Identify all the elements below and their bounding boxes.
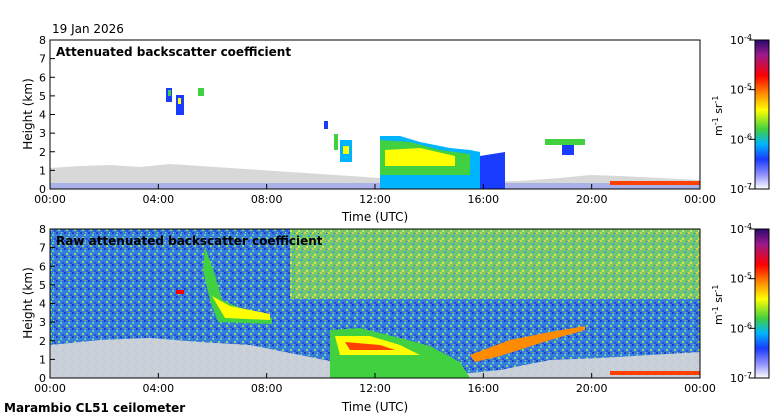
y-tick-label: 2 xyxy=(39,335,46,348)
y-tick-label: 1 xyxy=(39,353,46,366)
colorbar-tick-label: 10-6 xyxy=(730,321,752,335)
x-tick-label: 00:00 xyxy=(684,193,716,206)
y-tick-label: 6 xyxy=(39,260,46,273)
y-tick-label: 0 xyxy=(39,183,46,196)
colorbar-top: 10-4 10-5 10-6 10-7 m-1 sr-1 xyxy=(711,33,770,196)
x-axis-label: Time (UTC) xyxy=(341,210,408,224)
y-tick-label: 7 xyxy=(39,53,46,66)
upper-noise xyxy=(290,229,700,299)
y-tick-label: 6 xyxy=(39,71,46,84)
date-label: 19 Jan 2026 xyxy=(52,22,124,36)
y-axis: 0 1 2 3 4 5 6 7 8 xyxy=(39,34,55,196)
background-signal xyxy=(50,164,700,189)
colorbar-tick-label: 10-6 xyxy=(730,132,752,146)
y-tick-label: 8 xyxy=(39,223,46,236)
plot-area xyxy=(50,40,700,189)
cloud-features xyxy=(166,88,700,189)
y-tick-label: 5 xyxy=(39,90,46,103)
x-tick-label: 20:00 xyxy=(576,193,608,206)
colorbar-ticks: 10-4 10-5 10-6 10-7 xyxy=(730,222,755,385)
y-tick-label: 8 xyxy=(39,34,46,47)
x-tick-label: 04:00 xyxy=(142,193,174,206)
y-tick-label: 0 xyxy=(39,372,46,385)
y-tick-label: 4 xyxy=(39,109,46,122)
colorbar-tick-label: 10-5 xyxy=(730,272,752,286)
colorbar-tick-label: 10-4 xyxy=(730,33,752,47)
y-tick-label: 2 xyxy=(39,146,46,159)
x-tick-label: 20:00 xyxy=(576,382,608,395)
x-tick-label: 04:00 xyxy=(142,382,174,395)
colorbar-ticks: 10-4 10-5 10-6 10-7 xyxy=(730,33,755,196)
colorbar-tick-label: 10-7 xyxy=(730,182,752,196)
x-tick-label: 12:00 xyxy=(359,193,391,206)
panel-title: Raw attenuated backscatter coefficient xyxy=(56,234,323,248)
x-axis-label: Time (UTC) xyxy=(341,400,408,414)
colorbar-scale xyxy=(754,39,770,190)
colorbar-unit: m-1 sr-1 xyxy=(711,285,725,325)
x-axis: 00:00 04:00 08:00 12:00 16:00 20:00 00:00 xyxy=(34,184,716,206)
x-tick-label: 00:00 xyxy=(34,382,66,395)
y-axis-label: Height (km) xyxy=(21,267,35,338)
panel-title: Attenuated backscatter coefficient xyxy=(56,45,291,59)
y-tick-label: 1 xyxy=(39,164,46,177)
cloud-features xyxy=(176,247,700,378)
x-tick-label: 00:00 xyxy=(34,193,66,206)
y-tick-label: 3 xyxy=(39,127,46,140)
colorbar-scale xyxy=(754,228,770,379)
raw-attenuated-backscatter-panel: Raw attenuated backscatter coefficient 0… xyxy=(21,223,716,414)
colorbar-tick-label: 10-7 xyxy=(730,371,752,385)
x-tick-label: 08:00 xyxy=(251,193,283,206)
colorbar-unit: m-1 sr-1 xyxy=(711,96,725,136)
y-tick-label: 3 xyxy=(39,316,46,329)
instrument-label: Marambio CL51 ceilometer xyxy=(4,401,185,415)
x-tick-label: 00:00 xyxy=(684,382,716,395)
x-tick-label: 08:00 xyxy=(251,382,283,395)
colorbar-bottom: 10-4 10-5 10-6 10-7 m-1 sr-1 xyxy=(711,222,770,385)
background-signal xyxy=(50,338,700,378)
x-tick-label: 16:00 xyxy=(467,382,499,395)
y-axis: 0 1 2 3 4 5 6 7 8 xyxy=(39,223,55,385)
y-tick-label: 7 xyxy=(39,242,46,255)
x-axis: 00:00 04:00 08:00 12:00 16:00 20:00 00:00 xyxy=(34,373,716,395)
y-axis-label: Height (km) xyxy=(21,78,35,149)
colorbar-tick-label: 10-5 xyxy=(730,83,752,97)
attenuated-backscatter-panel: Attenuated backscatter coefficient 00:00… xyxy=(21,34,716,224)
y-tick-label: 5 xyxy=(39,279,46,292)
x-tick-label: 16:00 xyxy=(467,193,499,206)
x-tick-label: 12:00 xyxy=(359,382,391,395)
y-tick-label: 4 xyxy=(39,298,46,311)
colorbar-tick-label: 10-4 xyxy=(730,222,752,236)
